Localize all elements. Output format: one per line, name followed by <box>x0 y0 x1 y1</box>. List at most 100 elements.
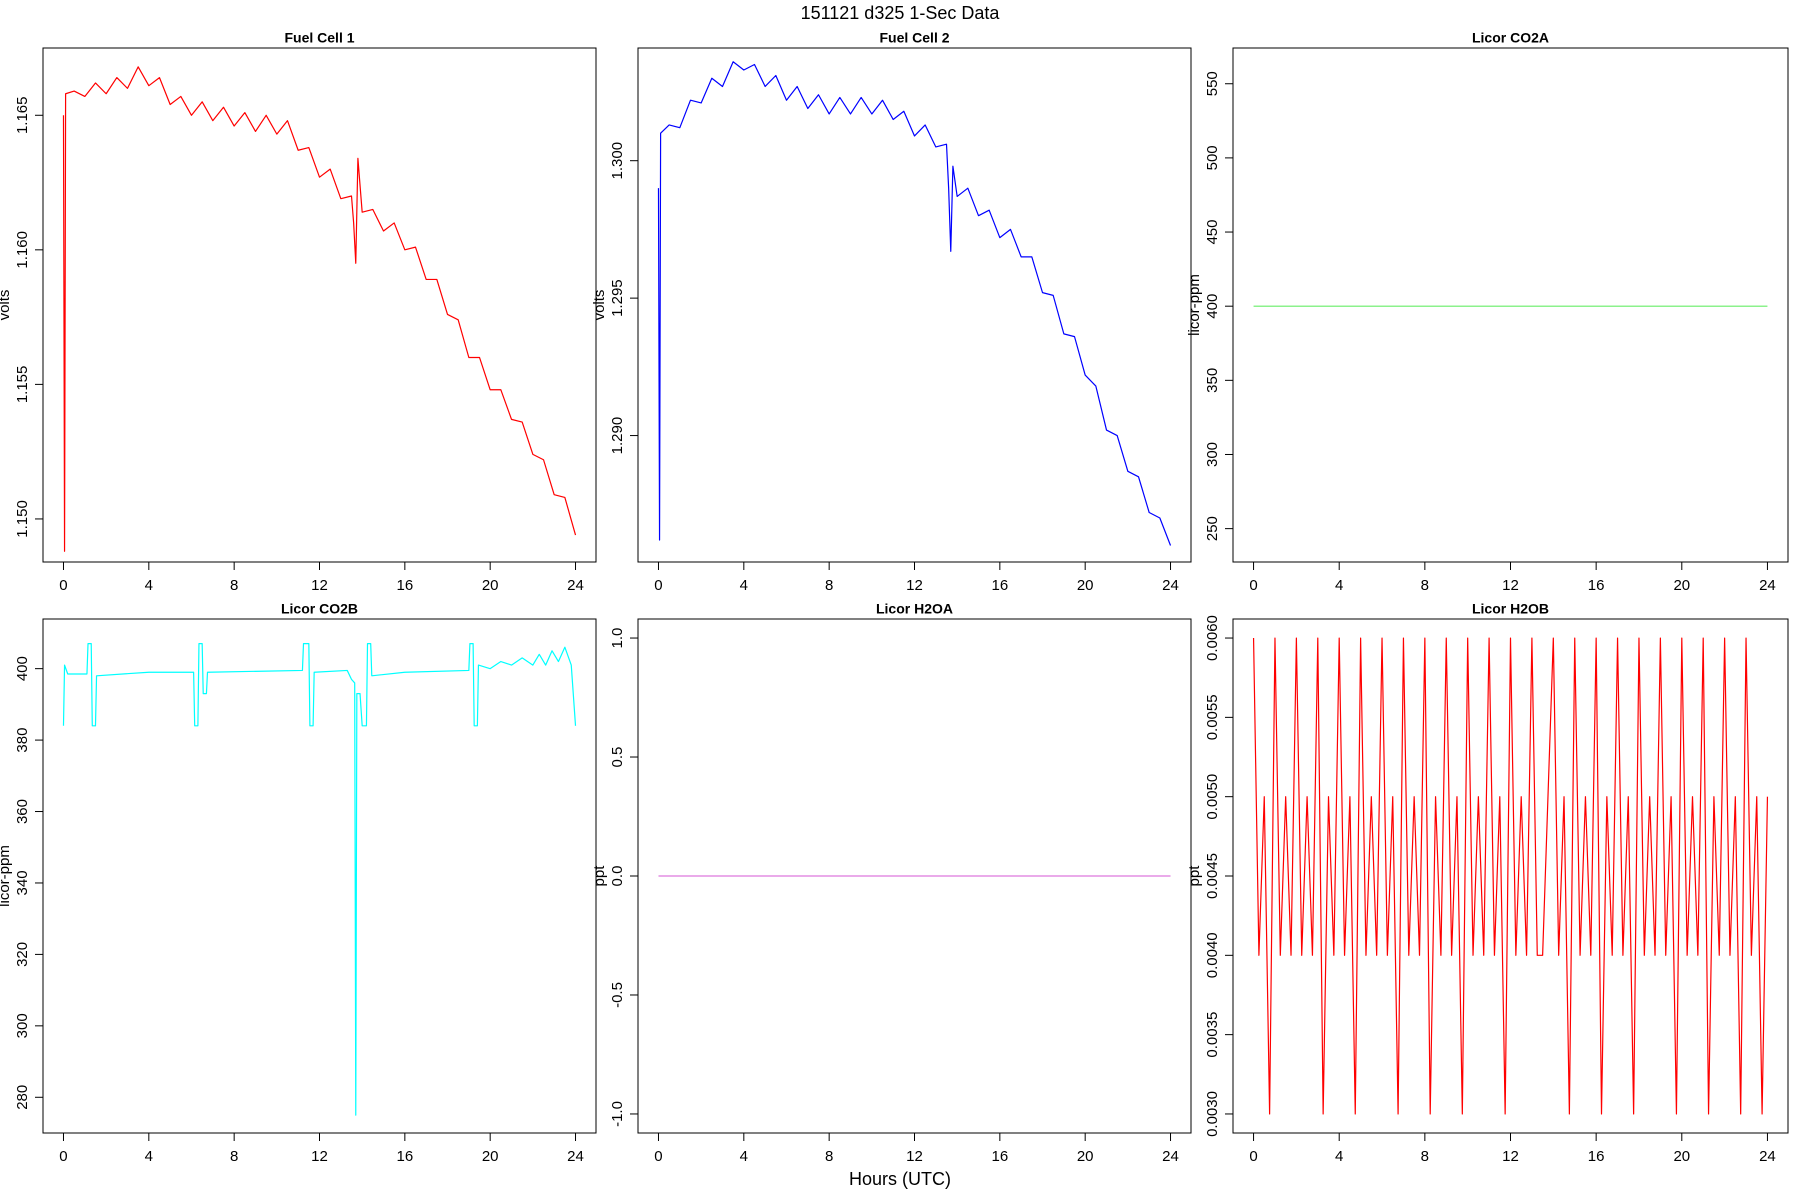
y-tick-label: 320 <box>14 942 31 967</box>
y-tick-label: 360 <box>14 799 31 824</box>
x-tick-label: 20 <box>1673 1148 1690 1165</box>
data-line <box>62 66 577 552</box>
y-tick-label: 1.150 <box>14 500 31 538</box>
x-tick-label: 8 <box>825 1148 833 1165</box>
y-tick-label: 0.0030 <box>1204 1091 1221 1137</box>
x-tick-label: 0 <box>654 577 662 594</box>
x-tick-label: 0 <box>654 1148 662 1165</box>
y-tick-label: 400 <box>1204 294 1221 319</box>
y-axis-label: licor-ppm <box>1186 274 1203 336</box>
x-tick-label: 16 <box>396 1148 413 1165</box>
y-axis-label: volts <box>0 290 13 321</box>
y-tick-label: 0.5 <box>609 747 626 768</box>
plot-area <box>62 643 577 1116</box>
plot-area <box>657 61 1172 546</box>
y-tick-label: 250 <box>1204 516 1221 541</box>
y-axis-label: ppt <box>1186 865 1203 887</box>
y-tick-label: 1.160 <box>14 231 31 269</box>
panel: Fuel Cell 2 volts 0 4 8 12 16 20 24 1.290 1.295 1.3… <box>591 30 1192 594</box>
y-axis-label: volts <box>591 290 608 321</box>
y-tick-label: -1.0 <box>609 1101 626 1127</box>
y-tick-label: 550 <box>1204 71 1221 96</box>
y-tick-label: 1.295 <box>609 279 626 317</box>
data-line <box>62 643 577 1116</box>
x-tick-label: 8 <box>230 1148 238 1165</box>
x-tick-label: 0 <box>1249 577 1257 594</box>
y-tick-label: 400 <box>14 656 31 681</box>
x-tick-label: 12 <box>1502 1148 1519 1165</box>
panel: Licor CO2A licor-ppm 0 4 8 12 16 20 24 250 300 350 4… <box>1186 30 1789 594</box>
x-tick-label: 8 <box>1421 577 1429 594</box>
panel: Licor CO2B licor-ppm 0 4 8 12 16 20 24 280 300 320 3… <box>0 601 597 1165</box>
x-tick-label: 20 <box>1673 577 1690 594</box>
x-tick-label: 20 <box>482 1148 499 1165</box>
figure-title: 151121 d325 1-Sec Data <box>801 3 1001 23</box>
x-tick-label: 24 <box>1162 1148 1179 1165</box>
x-tick-label: 12 <box>906 1148 923 1165</box>
y-tick-label: 0.0035 <box>1204 1012 1221 1058</box>
x-tick-label: 16 <box>1588 577 1605 594</box>
x-tick-label: 24 <box>1759 1148 1776 1165</box>
y-tick-label: -0.5 <box>609 982 626 1008</box>
data-line <box>1252 637 1769 1115</box>
y-tick-label: 0.0045 <box>1204 853 1221 899</box>
panel-title: Licor H2OB <box>1472 601 1549 617</box>
x-tick-label: 24 <box>567 577 584 594</box>
x-tick-label: 12 <box>1502 577 1519 594</box>
x-tick-label: 24 <box>567 1148 584 1165</box>
x-tick-label: 20 <box>1077 1148 1094 1165</box>
x-tick-label: 8 <box>1421 1148 1429 1165</box>
y-tick-label: 1.165 <box>14 97 31 135</box>
panel-title: Fuel Cell 1 <box>284 30 354 46</box>
panel: Licor H2OB ppt 0 4 8 12 16 20 24 0.0030 0.0035 0.00… <box>1186 601 1789 1165</box>
x-tick-label: 16 <box>991 1148 1008 1165</box>
panel: Licor H2OA ppt 0 4 8 12 16 20 24 -1.0 -0.5 0.0 0.5 1.… <box>591 601 1192 1165</box>
x-tick-label: 16 <box>396 577 413 594</box>
x-tick-label: 4 <box>1335 1148 1343 1165</box>
x-tick-label: 24 <box>1759 577 1776 594</box>
x-tick-label: 20 <box>1077 577 1094 594</box>
x-tick-label: 0 <box>59 577 67 594</box>
x-tick-label: 0 <box>1249 1148 1257 1165</box>
y-axis-label: licor-ppm <box>0 845 13 907</box>
panel-title: Fuel Cell 2 <box>879 30 949 46</box>
x-tick-label: 12 <box>311 1148 328 1165</box>
panel-title: Licor CO2B <box>281 601 358 617</box>
y-tick-label: 1.0 <box>609 628 626 649</box>
y-tick-label: 1.300 <box>609 142 626 180</box>
x-tick-label: 12 <box>906 577 923 594</box>
y-tick-label: 500 <box>1204 145 1221 170</box>
y-tick-label: 0.0040 <box>1204 932 1221 978</box>
y-tick-label: 0.0050 <box>1204 774 1221 820</box>
y-tick-label: 300 <box>14 1013 31 1038</box>
data-line <box>657 61 1172 546</box>
x-tick-label: 16 <box>1588 1148 1605 1165</box>
panel-title: Licor CO2A <box>1472 30 1549 46</box>
plot-area <box>62 66 577 552</box>
y-tick-label: 1.290 <box>609 417 626 455</box>
y-tick-label: 350 <box>1204 368 1221 393</box>
x-tick-label: 0 <box>59 1148 67 1165</box>
y-tick-label: 0.0060 <box>1204 615 1221 661</box>
x-tick-label: 20 <box>482 577 499 594</box>
plot-area <box>1252 637 1769 1115</box>
y-tick-label: 300 <box>1204 442 1221 467</box>
y-tick-label: 450 <box>1204 220 1221 245</box>
panel: Fuel Cell 1 volts 0 4 8 12 16 20 24 1.150 1.155 1.1… <box>0 30 597 594</box>
y-tick-label: 340 <box>14 870 31 895</box>
y-tick-label: 1.155 <box>14 366 31 404</box>
x-tick-label: 4 <box>145 1148 153 1165</box>
y-tick-label: 380 <box>14 728 31 753</box>
x-tick-label: 8 <box>825 577 833 594</box>
x-axis-label: Hours (UTC) <box>849 1169 951 1189</box>
x-tick-label: 12 <box>311 577 328 594</box>
x-tick-label: 8 <box>230 577 238 594</box>
x-tick-label: 4 <box>740 1148 748 1165</box>
x-tick-label: 16 <box>991 577 1008 594</box>
y-tick-label: 0.0 <box>609 866 626 887</box>
x-tick-label: 24 <box>1162 577 1179 594</box>
x-tick-label: 4 <box>145 577 153 594</box>
x-tick-label: 4 <box>740 577 748 594</box>
